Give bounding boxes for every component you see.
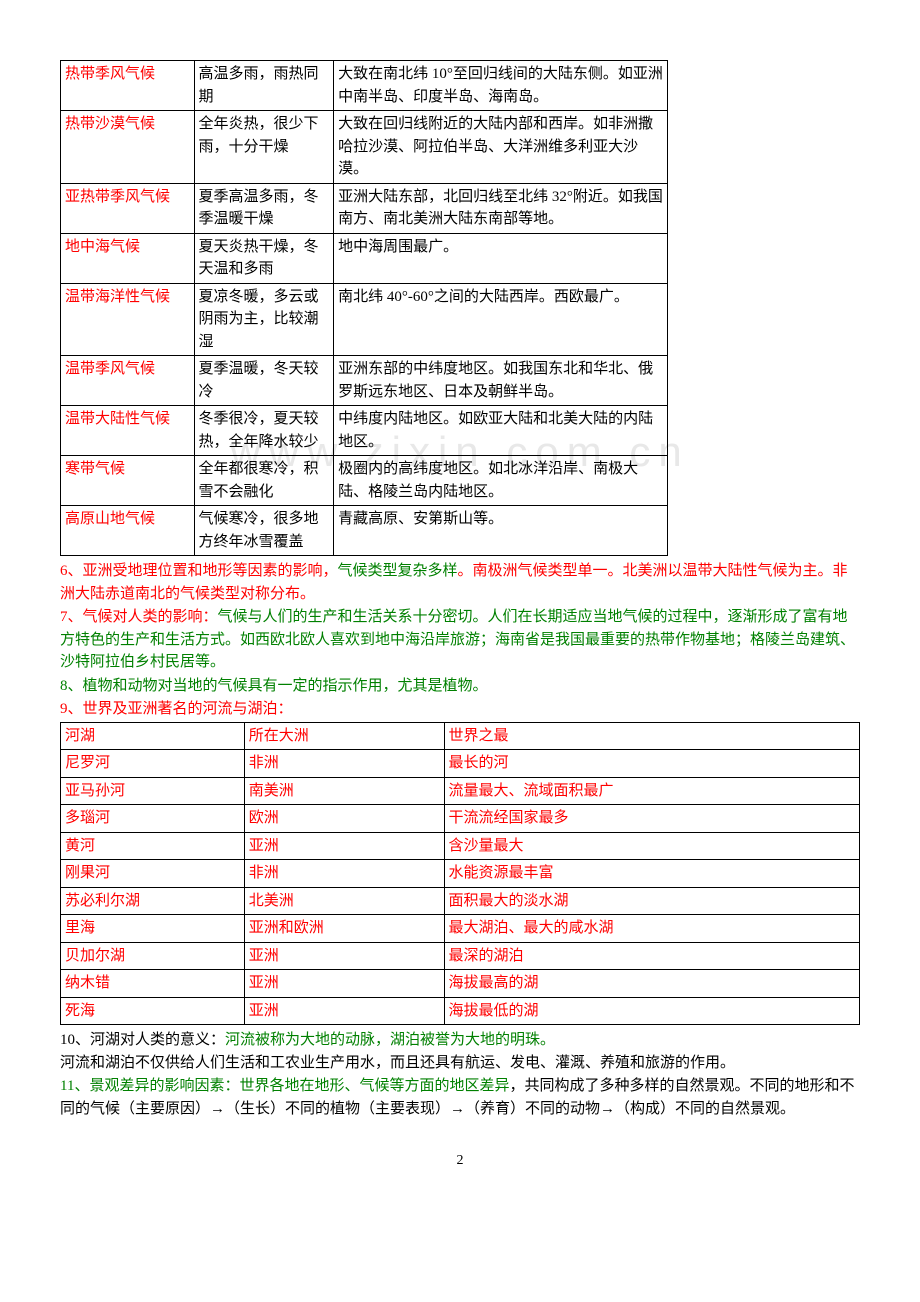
climate-feature-cell: 夏季温暖，冬天较冷 [194,356,334,406]
table-cell: 亚洲 [244,942,444,970]
table-cell: 亚洲 [244,997,444,1025]
climate-feature-cell: 高温多雨，雨热同期 [194,61,334,111]
para6-mid: 气候类型复杂多样 [338,563,458,579]
climate-name-cell: 温带大陆性气候 [61,406,195,456]
climate-name-cell: 热带沙漠气候 [61,111,195,184]
table-header-row: 河湖所在大洲世界之最 [61,722,860,750]
table-row: 苏必利尔湖北美洲面积最大的淡水湖 [61,887,860,915]
table-cell: 最长的河 [444,750,859,778]
table-row: 贝加尔湖亚洲最深的湖泊 [61,942,860,970]
table-cell: 里海 [61,915,245,943]
climate-feature-cell: 气候寒冷，很多地方终年冰雪覆盖 [194,506,334,556]
table-cell: 流量最大、流域面积最广 [444,777,859,805]
table-cell: 亚洲 [244,970,444,998]
para6-prefix: 6、亚洲受地理位置和地形等因素的影响， [60,563,338,579]
rivers-table: 河湖所在大洲世界之最尼罗河非洲最长的河亚马孙河南美洲流量最大、流域面积最广多瑙河… [60,722,860,1026]
climate-region-cell: 中纬度内陆地区。如欧亚大陆和北美大陆的内陆地区。 [334,406,668,456]
paragraph-6: 6、亚洲受地理位置和地形等因素的影响，气候类型复杂多样。南极洲气候类型单一。北美… [60,560,860,605]
table-cell: 非洲 [244,860,444,888]
para10-prefix: 10、河湖对人类的意义： [60,1032,225,1048]
climate-name-cell: 高原山地气候 [61,506,195,556]
table-cell: 最大湖泊、最大的咸水湖 [444,915,859,943]
climate-region-cell: 地中海周围最广。 [334,233,668,283]
climate-name-cell: 地中海气候 [61,233,195,283]
table-header-cell: 所在大洲 [244,722,444,750]
climate-feature-cell: 夏季高温多雨，冬季温暖干燥 [194,183,334,233]
table-row: 刚果河非洲水能资源最丰富 [61,860,860,888]
table-row: 纳木错亚洲海拔最高的湖 [61,970,860,998]
page-number: 2 [60,1150,860,1171]
climate-table: 热带季风气候高温多雨，雨热同期大致在南北纬 10°至回归线间的大陆东侧。如亚洲中… [60,60,668,556]
table-cell: 贝加尔湖 [61,942,245,970]
climate-name-cell: 温带海洋性气候 [61,283,195,356]
table-row: 热带季风气候高温多雨，雨热同期大致在南北纬 10°至回归线间的大陆东侧。如亚洲中… [61,61,668,111]
table-row: 温带大陆性气候冬季很冷，夏天较热，全年降水较少中纬度内陆地区。如欧亚大陆和北美大… [61,406,668,456]
paragraph-7: 7、气候对人类的影响：气候与人们的生产和生活关系十分密切。人们在长期适应当地气候… [60,606,860,674]
climate-name-cell: 热带季风气候 [61,61,195,111]
climate-region-cell: 极圈内的高纬度地区。如北冰洋沿岸、南极大陆、格陵兰岛内陆地区。 [334,456,668,506]
table-cell: 水能资源最丰富 [444,860,859,888]
para7-prefix: 7、气候对人类的影响： [60,609,218,625]
climate-name-cell: 亚热带季风气候 [61,183,195,233]
table-row: 黄河亚洲含沙量最大 [61,832,860,860]
table-cell: 亚马孙河 [61,777,245,805]
climate-region-cell: 亚洲大陆东部，北回归线至北纬 32°附近。如我国南方、南北美洲大陆东南部等地。 [334,183,668,233]
table-row: 温带季风气候夏季温暖，冬天较冷亚洲东部的中纬度地区。如我国东北和华北、俄罗斯远东… [61,356,668,406]
para11-prefix: 11、景观差异的影响因素：世界各地在地形、气候等方面的地区差异 [60,1078,509,1094]
table-cell: 亚洲和欧洲 [244,915,444,943]
table-row: 温带海洋性气候夏凉冬暖，多云或阴雨为主，比较潮湿南北纬 40°-60°之间的大陆… [61,283,668,356]
table-cell: 死海 [61,997,245,1025]
table-cell: 多瑙河 [61,805,245,833]
paragraph-9: 9、世界及亚洲著名的河流与湖泊： [60,698,860,721]
table-cell: 纳木错 [61,970,245,998]
table-row: 亚热带季风气候夏季高温多雨，冬季温暖干燥亚洲大陆东部，北回归线至北纬 32°附近… [61,183,668,233]
table-row: 死海亚洲海拔最低的湖 [61,997,860,1025]
climate-region-cell: 大致在回归线附近的大陆内部和西岸。如非洲撒哈拉沙漠、阿拉伯半岛、大洋洲维多利亚大… [334,111,668,184]
paragraph-11: 11、景观差异的影响因素：世界各地在地形、气候等方面的地区差异，共同构成了多种多… [60,1075,860,1120]
table-cell: 北美洲 [244,887,444,915]
paragraph-8: 8、植物和动物对当地的气候具有一定的指示作用，尤其是植物。 [60,675,860,698]
table-cell: 黄河 [61,832,245,860]
climate-feature-cell: 夏凉冬暖，多云或阴雨为主，比较潮湿 [194,283,334,356]
table-header-cell: 世界之最 [444,722,859,750]
table-cell: 亚洲 [244,832,444,860]
table-row: 热带沙漠气候全年炎热，很少下雨，十分干燥大致在回归线附近的大陆内部和西岸。如非洲… [61,111,668,184]
climate-feature-cell: 全年都很寒冷，积雪不会融化 [194,456,334,506]
table-cell: 尼罗河 [61,750,245,778]
climate-feature-cell: 冬季很冷，夏天较热，全年降水较少 [194,406,334,456]
para10-green: 河流被称为大地的动脉，湖泊被誉为大地的明珠。 [225,1032,555,1048]
climate-region-cell: 亚洲东部的中纬度地区。如我国东北和华北、俄罗斯远东地区、日本及朝鲜半岛。 [334,356,668,406]
table-cell: 苏必利尔湖 [61,887,245,915]
climate-region-cell: 青藏高原、安第斯山等。 [334,506,668,556]
table-row: 亚马孙河南美洲流量最大、流域面积最广 [61,777,860,805]
table-cell: 最深的湖泊 [444,942,859,970]
table-cell: 面积最大的淡水湖 [444,887,859,915]
table-cell: 海拔最低的湖 [444,997,859,1025]
para10-body: 河流和湖泊不仅供给人们生活和工农业生产用水，而且还具有航运、发电、灌溉、养殖和旅… [60,1055,735,1071]
table-cell: 含沙量最大 [444,832,859,860]
climate-region-cell: 大致在南北纬 10°至回归线间的大陆东侧。如亚洲中南半岛、印度半岛、海南岛。 [334,61,668,111]
table-row: 地中海气候夏天炎热干燥，冬天温和多雨地中海周围最广。 [61,233,668,283]
table-header-cell: 河湖 [61,722,245,750]
climate-feature-cell: 全年炎热，很少下雨，十分干燥 [194,111,334,184]
climate-name-cell: 温带季风气候 [61,356,195,406]
table-row: 里海亚洲和欧洲最大湖泊、最大的咸水湖 [61,915,860,943]
table-cell: 南美洲 [244,777,444,805]
climate-region-cell: 南北纬 40°-60°之间的大陆西岸。西欧最广。 [334,283,668,356]
table-row: 高原山地气候气候寒冷，很多地方终年冰雪覆盖青藏高原、安第斯山等。 [61,506,668,556]
table-row: 寒带气候全年都很寒冷，积雪不会融化极圈内的高纬度地区。如北冰洋沿岸、南极大陆、格… [61,456,668,506]
table-cell: 非洲 [244,750,444,778]
table-row: 尼罗河非洲最长的河 [61,750,860,778]
paragraph-10: 10、河湖对人类的意义：河流被称为大地的动脉，湖泊被誉为大地的明珠。 河流和湖泊… [60,1029,860,1074]
table-cell: 干流流经国家最多 [444,805,859,833]
table-row: 多瑙河欧洲干流流经国家最多 [61,805,860,833]
climate-name-cell: 寒带气候 [61,456,195,506]
table-cell: 刚果河 [61,860,245,888]
table-cell: 欧洲 [244,805,444,833]
climate-feature-cell: 夏天炎热干燥，冬天温和多雨 [194,233,334,283]
table-cell: 海拔最高的湖 [444,970,859,998]
